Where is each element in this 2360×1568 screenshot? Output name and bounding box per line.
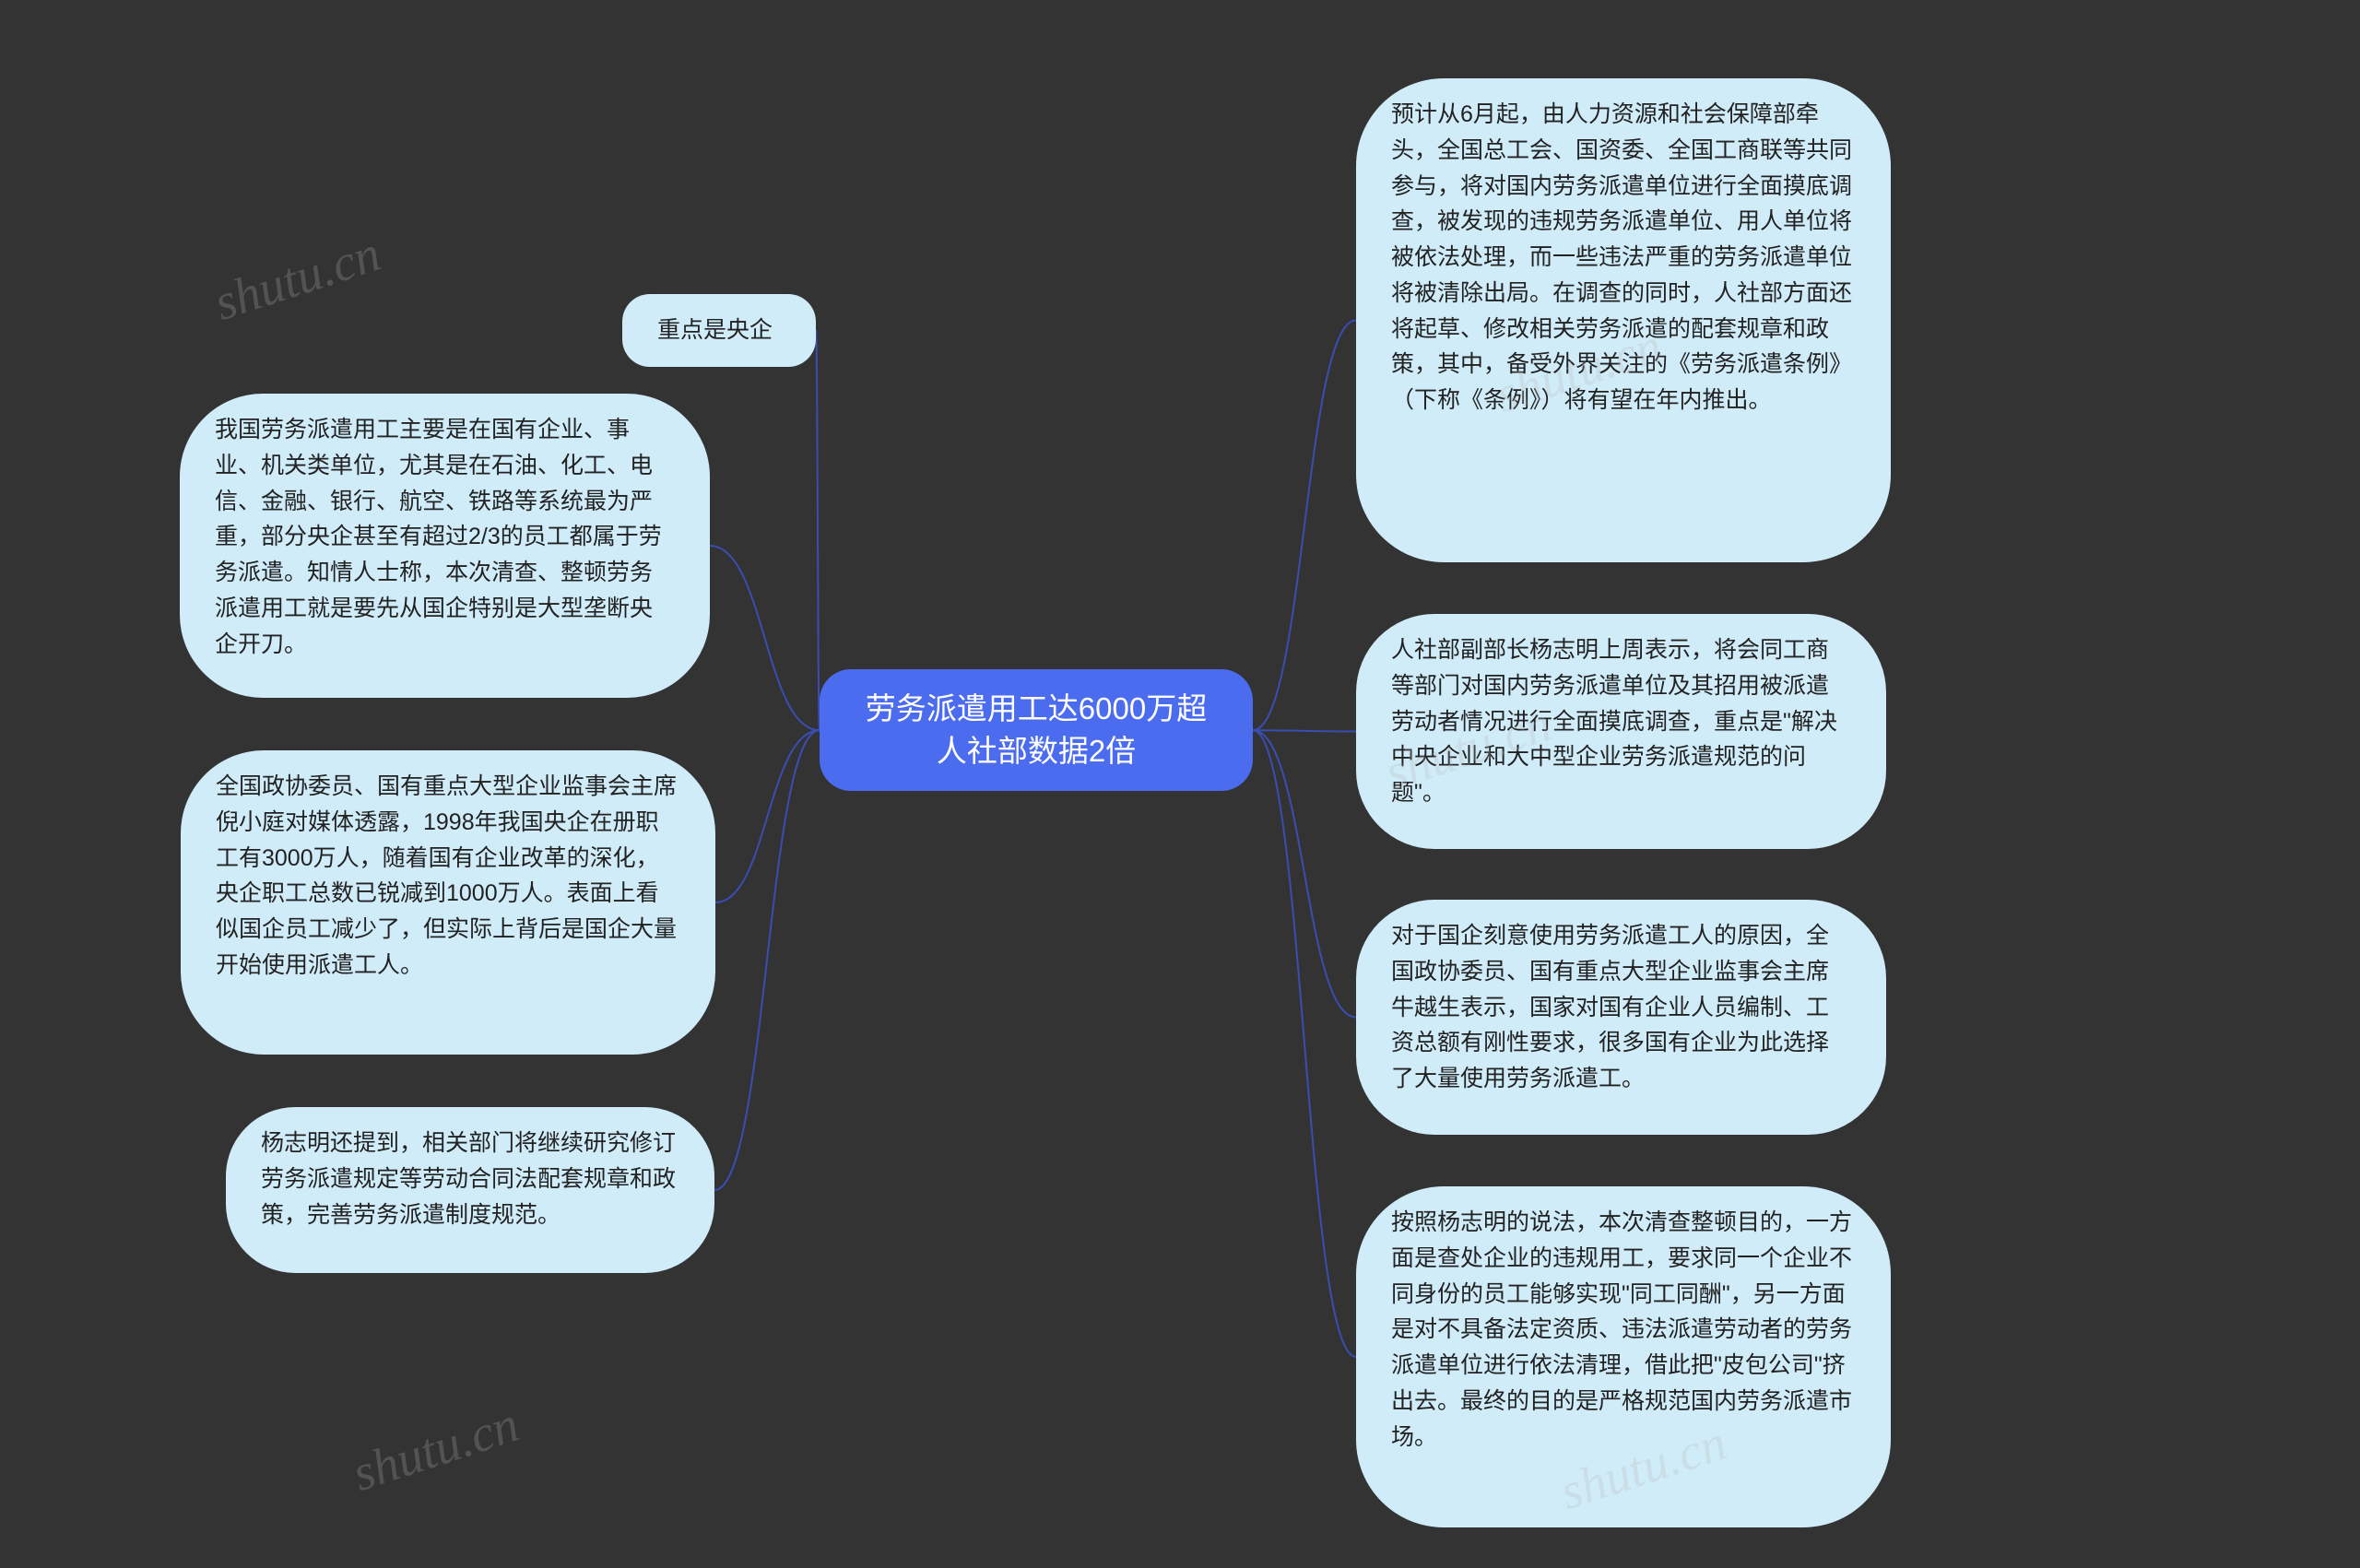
branch-node[interactable]: 我国劳务派遣用工主要是在国有企业、事业、机关类单位，尤其是在石油、化工、电信、金… — [180, 394, 710, 698]
edge — [710, 546, 820, 730]
branch-node[interactable]: 人社部副部长杨志明上周表示，将会同工商等部门对国内劳务派遣单位及其招用被派遣劳动… — [1356, 614, 1886, 849]
edge — [1253, 730, 1356, 1357]
center-node[interactable]: 劳务派遣用工达6000万超人社部数据2倍 — [820, 669, 1253, 791]
node-text: 按照杨志明的说法，本次清查整顿目的，一方面是查处企业的违规用工，要求同一个企业不… — [1391, 1209, 1852, 1450]
branch-node[interactable]: 全国政协委员、国有重点大型企业监事会主席倪小庭对媒体透露，1998年我国央企在册… — [181, 750, 715, 1055]
node-text: 对于国企刻意使用劳务派遣工人的原因，全国政协委员、国有重点大型企业监事会主席牛越… — [1391, 923, 1829, 1091]
node-text: 劳务派遣用工达6000万超人社部数据2倍 — [855, 688, 1218, 772]
edge — [715, 730, 820, 902]
branch-node[interactable]: 预计从6月起，由人力资源和社会保障部牵头，全国总工会、国资委、全国工商联等共同参… — [1356, 78, 1891, 562]
node-text: 重点是央企 — [657, 317, 773, 343]
edge — [1253, 321, 1356, 731]
mindmap-canvas: 劳务派遣用工达6000万超人社部数据2倍 重点是央企我国劳务派遣用工主要是在国有企… — [0, 0, 2360, 1568]
branch-node[interactable]: 杨志明还提到，相关部门将继续研究修订劳务派遣规定等劳动合同法配套规章和政策，完善… — [226, 1107, 714, 1273]
node-text: 杨志明还提到，相关部门将继续研究修订劳务派遣规定等劳动合同法配套规章和政策，完善… — [261, 1130, 676, 1228]
edge — [1253, 730, 1356, 731]
watermark: shutu.cn — [346, 1395, 525, 1503]
branch-node[interactable]: 按照杨志明的说法，本次清查整顿目的，一方面是查处企业的违规用工，要求同一个企业不… — [1356, 1186, 1891, 1527]
edge — [816, 330, 820, 730]
node-text: 人社部副部长杨志明上周表示，将会同工商等部门对国内劳务派遣单位及其招用被派遣劳动… — [1391, 637, 1837, 806]
node-text: 全国政协委员、国有重点大型企业监事会主席倪小庭对媒体透露，1998年我国央企在册… — [216, 773, 677, 978]
watermark: shutu.cn — [207, 224, 387, 332]
edge — [714, 730, 820, 1190]
edge — [1253, 730, 1356, 1017]
branch-node[interactable]: 对于国企刻意使用劳务派遣工人的原因，全国政协委员、国有重点大型企业监事会主席牛越… — [1356, 900, 1886, 1135]
node-text: 预计从6月起，由人力资源和社会保障部牵头，全国总工会、国资委、全国工商联等共同参… — [1391, 101, 1852, 413]
node-text: 我国劳务派遣用工主要是在国有企业、事业、机关类单位，尤其是在石油、化工、电信、金… — [215, 417, 662, 657]
branch-node[interactable]: 重点是央企 — [622, 294, 816, 367]
